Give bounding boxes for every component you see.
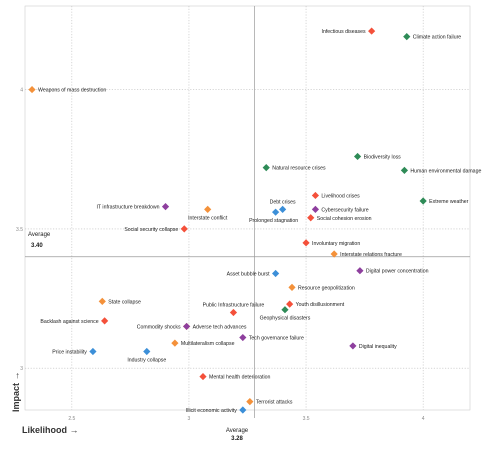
plot-frame [24, 5, 471, 411]
scatter-point [311, 205, 320, 213]
scatter-point [161, 203, 170, 211]
data-points: Infectious diseases Climate action failur… [28, 27, 481, 414]
scatter-point [229, 308, 238, 317]
scatter-point [403, 33, 411, 41]
y-tick-label: 4 [20, 88, 23, 94]
scatter-point [349, 342, 357, 350]
x-tick-label: 3.5 [303, 416, 310, 422]
point-label: Mental health deterioration [209, 375, 271, 381]
point-label: Interstate relations fracture [340, 252, 402, 258]
point-label: Human environmental damage [410, 168, 481, 174]
point-label: Tech governance failure [249, 336, 304, 342]
point-label: Social cohesion erosion [317, 216, 372, 222]
point-label: Adverse tech advances [193, 324, 247, 330]
point-label: Asset bubble burst [227, 271, 271, 277]
scatter-point [171, 339, 179, 347]
point-label: Livelihood crises [321, 193, 360, 199]
average-x-label: Average [226, 428, 249, 434]
point-label: Public Infrastructure failure [203, 302, 265, 308]
point-label: Illicit economic activity [186, 408, 237, 414]
tick-labels: 2.5 3 3.5 4 3 3.5 4 [16, 88, 425, 422]
point-label: Climate action failure [413, 35, 462, 41]
point-label: Price instability [52, 349, 87, 355]
scatter-point [246, 398, 254, 406]
y-tick-label: 3 [20, 366, 23, 372]
average-x-value: 3.28 [231, 436, 243, 442]
point-label: Youth disillusionment [296, 302, 345, 308]
scatter-point [199, 372, 207, 381]
scatter-point [330, 250, 338, 258]
point-label: Involuntary migration [312, 241, 360, 247]
scatter-point [311, 191, 320, 200]
point-label: IT infrastructure breakdown [96, 205, 159, 211]
point-label: Commodity shocks [137, 324, 181, 330]
point-label: Weapons of mass destruction [38, 88, 106, 94]
point-label: Natural resource crises [272, 166, 326, 172]
scatter-point [368, 27, 376, 35]
scatter-point [239, 406, 247, 414]
scatter-point [143, 347, 151, 356]
point-label: Cybersecurity failure [321, 207, 368, 213]
point-label: Backlash against science [40, 319, 98, 325]
scatter-point [89, 347, 97, 356]
scatter-point [279, 205, 287, 213]
scatter-point [183, 322, 191, 331]
scatter-point [281, 306, 289, 314]
scatter-point [204, 205, 212, 213]
point-label: Biodiversity loss [364, 154, 402, 160]
scatter-point [419, 197, 427, 205]
scatter-point [239, 333, 247, 342]
point-label: Extreme weather [429, 199, 468, 205]
average-lines: Average 3.40 Average 3.28 [25, 6, 470, 442]
average-y-value: 3.40 [31, 243, 43, 249]
scatter-point [98, 297, 106, 305]
scatter-point [262, 164, 270, 172]
point-label: Digital inequality [359, 344, 397, 350]
x-tick-label: 2.5 [68, 416, 75, 422]
point-label: Resource geopolitization [298, 285, 355, 291]
scatter-point [272, 269, 280, 278]
scatter-point [400, 166, 409, 174]
scatter-point [356, 267, 364, 275]
point-label: Prolonged stagnation [249, 218, 298, 224]
point-label: Terrorist attacks [256, 400, 293, 406]
point-label: Digital power concentration [366, 269, 429, 275]
point-label: Infectious diseases [322, 29, 367, 35]
point-label: State collapse [108, 299, 141, 305]
x-tick-label: 3 [188, 416, 191, 422]
y-tick-label: 3.5 [16, 227, 23, 233]
scatter-point [28, 85, 36, 94]
scatter-point [288, 283, 296, 292]
scatter-point [302, 239, 310, 247]
scatter-point [180, 225, 188, 233]
x-tick-label: 4 [422, 416, 425, 422]
y-axis-title: Impact → [11, 371, 21, 412]
scatter-point [272, 208, 280, 216]
average-y-label: Average [28, 232, 51, 238]
point-label: Geophysical disasters [260, 316, 311, 322]
point-label: Interstate conflict [188, 215, 228, 221]
point-label: Multilateralism collapse [181, 341, 235, 347]
scatter-point [286, 300, 294, 308]
x-axis-title: Likelihood → [22, 425, 79, 435]
scatter-point [307, 214, 315, 222]
scatter-point [101, 317, 109, 325]
point-label: Debt crises [270, 199, 296, 205]
gridlines [24, 5, 471, 411]
scatter-point [353, 152, 362, 161]
point-label: Industry collapse [127, 357, 166, 363]
point-label: Social security collapse [124, 227, 178, 233]
